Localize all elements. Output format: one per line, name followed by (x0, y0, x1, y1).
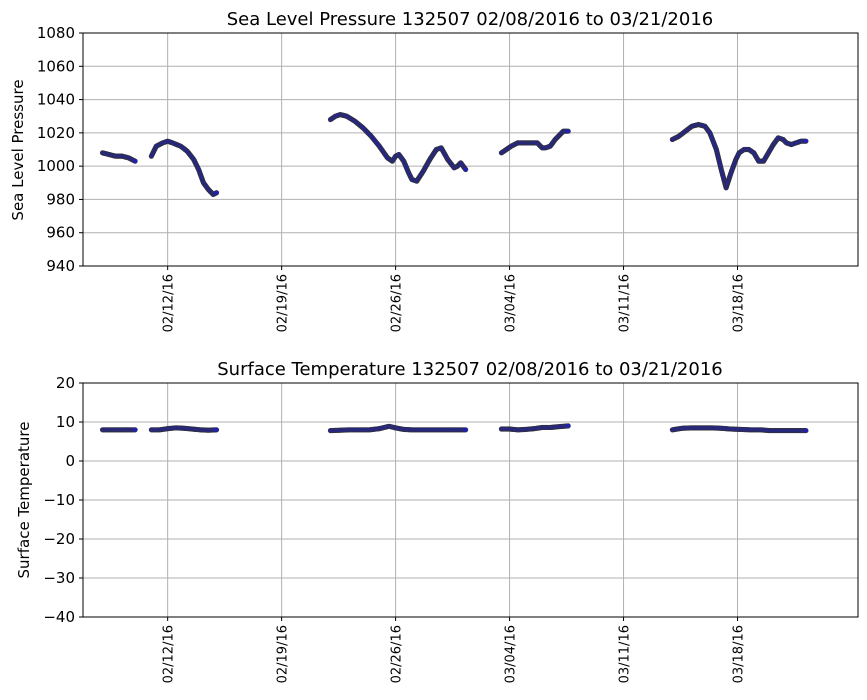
data-point (803, 427, 809, 434)
y-axis-label: Sea Level Pressure (9, 79, 27, 220)
x-tick-label: 03/18/16 (732, 274, 747, 332)
x-tick-label: 03/18/16 (732, 625, 747, 683)
y-tick-label: 960 (46, 224, 75, 242)
x-tick-label: 02/26/16 (390, 274, 405, 332)
y-tick-label: 0 (65, 452, 75, 470)
data-point (213, 190, 220, 196)
x-tick-label: 02/19/16 (276, 274, 291, 332)
y-tick-label: 1000 (37, 157, 75, 175)
plot-frame (82, 32, 859, 267)
y-tick-label: −30 (43, 569, 75, 587)
chart-title: Surface Temperature 132507 02/08/2016 to… (217, 359, 722, 380)
data-point (565, 128, 571, 134)
y-tick-label: 1020 (37, 124, 75, 142)
data-point (463, 427, 469, 433)
x-tick-label: 03/04/16 (504, 274, 519, 332)
surface-temperature-panel: Surface Temperature 132507 02/08/2016 to… (15, 359, 859, 683)
x-tick-label: 02/12/16 (162, 274, 177, 332)
data-points (99, 111, 809, 198)
data-point (463, 166, 469, 173)
x-tick-label: 03/11/16 (618, 274, 633, 332)
x-tick-label: 02/26/16 (390, 625, 405, 683)
y-tick-label: −20 (43, 530, 75, 548)
y-tick-label: 1040 (37, 91, 75, 109)
y-tick-label: 940 (46, 257, 75, 275)
chart-title: Sea Level Pressure 132507 02/08/2016 to … (227, 9, 714, 30)
sea-level-pressure-panel: Sea Level Pressure 132507 02/08/2016 to … (9, 9, 859, 332)
y-tick-label: −40 (43, 608, 75, 626)
x-tick-label: 02/12/16 (162, 625, 177, 683)
x-tick-label: 03/04/16 (504, 625, 519, 683)
y-tick-label: 980 (46, 190, 75, 208)
data-point (213, 427, 220, 433)
grid (83, 382, 858, 618)
x-tick-label: 03/11/16 (618, 625, 633, 683)
data-point (132, 158, 138, 164)
data-point (803, 138, 809, 144)
y-tick-label: 1080 (37, 24, 75, 42)
data-points (99, 423, 809, 434)
data-point (132, 427, 138, 433)
y-tick-label: 10 (56, 413, 75, 431)
x-tick-label: 02/19/16 (276, 625, 291, 683)
y-axis-label: Surface Temperature (15, 422, 33, 579)
y-tick-label: 1060 (37, 57, 75, 75)
y-tick-label: 20 (56, 374, 75, 392)
data-point (565, 423, 571, 429)
y-tick-label: −10 (43, 491, 75, 509)
